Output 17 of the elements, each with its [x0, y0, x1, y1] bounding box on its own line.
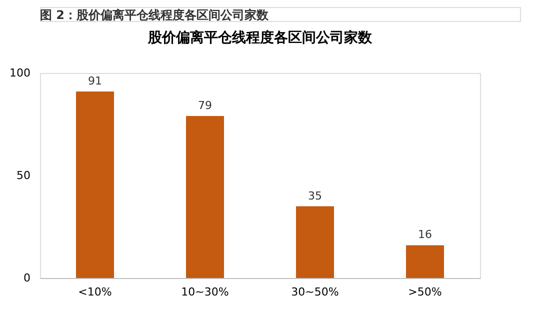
bar: [186, 116, 224, 278]
y-tick-label: 100: [10, 66, 30, 80]
caption: 图 2：股价偏离平仓线程度各区间公司家数: [40, 8, 270, 22]
x-tick-label: <10%: [78, 286, 112, 298]
data-label: 79: [198, 99, 212, 112]
chart-title: 股价偏离平仓线程度各区间公司家数: [147, 29, 373, 46]
data-label: 16: [418, 228, 432, 242]
x-tick-label: 10~30%: [181, 286, 229, 298]
bar: [76, 91, 114, 278]
x-tick-label: >50%: [408, 286, 442, 298]
y-tick-label: 50: [16, 169, 30, 182]
data-label: 35: [308, 189, 322, 202]
data-label: 91: [88, 74, 102, 88]
x-tick-label: 30~50%: [291, 286, 339, 298]
bar: [406, 245, 444, 278]
bar: [296, 206, 334, 278]
y-tick-label: 0: [24, 272, 30, 284]
